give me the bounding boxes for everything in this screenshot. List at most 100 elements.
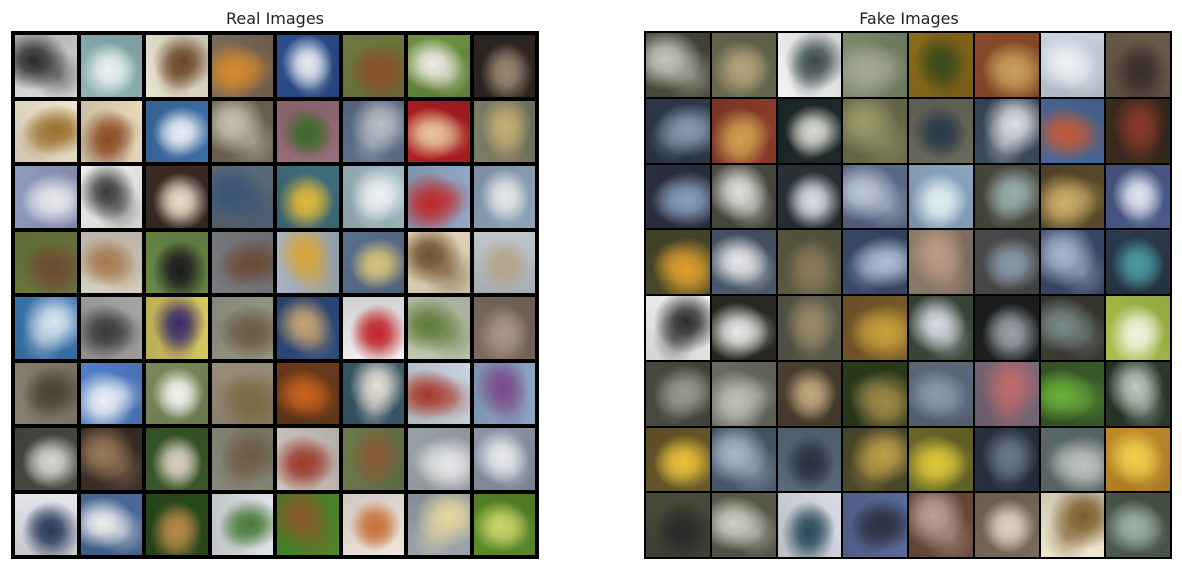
real-image-tile <box>342 493 404 555</box>
real-image-tile <box>15 100 77 162</box>
fake-image-tile <box>843 361 907 426</box>
fake-image-tile <box>777 493 842 557</box>
real-image-tile <box>277 362 339 424</box>
real-image-tile <box>473 362 535 424</box>
fake-image-tile <box>843 33 907 97</box>
real-image-tile <box>211 297 273 359</box>
fake-image-tile <box>646 296 710 360</box>
real-image-tile <box>146 362 208 424</box>
real-image-tile <box>80 428 142 490</box>
fake-image-tile <box>646 493 710 557</box>
fake-image-tile <box>646 427 710 492</box>
fake-image-tile <box>777 296 842 360</box>
real-image-tile <box>473 100 535 162</box>
real-image-tile <box>342 231 404 293</box>
real-image-tile <box>408 231 470 293</box>
real-image-tile <box>211 166 273 228</box>
fake-image-tile <box>974 98 1039 163</box>
fake-image-tile <box>974 361 1039 426</box>
real-image-tile <box>211 35 273 97</box>
real-image-tile <box>408 428 470 490</box>
real-image-tile <box>15 166 77 228</box>
real-image-tile <box>277 297 339 359</box>
fake-image-tile <box>1040 164 1105 229</box>
fake-image-tile <box>711 230 776 294</box>
real-images-grid <box>11 31 539 559</box>
real-image-tile <box>342 166 404 228</box>
fake-image-tile <box>909 230 973 294</box>
real-image-tile <box>146 297 208 359</box>
fake-images-title: Fake Images <box>859 9 959 28</box>
fake-image-tile <box>909 33 973 97</box>
real-image-tile <box>80 100 142 162</box>
fake-image-tile <box>974 33 1039 97</box>
real-image-tile <box>408 362 470 424</box>
fake-image-tile <box>1106 33 1170 97</box>
fake-image-tile <box>843 98 907 163</box>
real-image-tile <box>15 428 77 490</box>
real-images-title: Real Images <box>225 9 325 28</box>
fake-image-tile <box>777 33 842 97</box>
fake-image-tile <box>1040 33 1105 97</box>
real-image-tile <box>277 100 339 162</box>
real-image-tile <box>277 493 339 555</box>
real-image-tile <box>342 297 404 359</box>
fake-image-tile <box>1106 98 1170 163</box>
real-image-tile <box>15 493 77 555</box>
real-image-tile <box>473 428 535 490</box>
fake-image-tile <box>974 296 1039 360</box>
fake-image-tile <box>711 164 776 229</box>
fake-image-tile <box>1106 361 1170 426</box>
real-image-tile <box>146 493 208 555</box>
real-image-tile <box>15 231 77 293</box>
real-image-tile <box>473 166 535 228</box>
fake-image-tile <box>777 230 842 294</box>
fake-image-tile <box>711 361 776 426</box>
fake-image-tile <box>711 427 776 492</box>
real-image-tile <box>146 166 208 228</box>
fake-image-tile <box>974 164 1039 229</box>
fake-image-tile <box>843 493 907 557</box>
real-image-tile <box>80 231 142 293</box>
fake-image-tile <box>711 296 776 360</box>
fake-image-tile <box>974 230 1039 294</box>
real-image-tile <box>211 428 273 490</box>
fake-image-tile <box>711 98 776 163</box>
fake-image-tile <box>1040 296 1105 360</box>
fake-image-tile <box>1040 230 1105 294</box>
real-image-tile <box>408 100 470 162</box>
fake-image-tile <box>974 427 1039 492</box>
real-image-tile <box>473 493 535 555</box>
real-image-tile <box>408 493 470 555</box>
fake-image-tile <box>843 230 907 294</box>
real-image-tile <box>146 231 208 293</box>
fake-image-tile <box>843 296 907 360</box>
real-image-tile <box>211 493 273 555</box>
real-image-tile <box>277 35 339 97</box>
fake-image-tile <box>711 493 776 557</box>
fake-images-grid <box>644 31 1172 559</box>
real-image-tile <box>15 297 77 359</box>
real-image-tile <box>80 297 142 359</box>
real-image-tile <box>80 166 142 228</box>
fake-image-tile <box>646 98 710 163</box>
fake-image-tile <box>646 361 710 426</box>
real-image-tile <box>342 35 404 97</box>
fake-image-tile <box>1040 98 1105 163</box>
fake-image-tile <box>646 33 710 97</box>
fake-image-tile <box>1106 164 1170 229</box>
fake-image-tile <box>1106 296 1170 360</box>
real-image-tile <box>80 493 142 555</box>
real-image-tile <box>277 166 339 228</box>
real-image-tile <box>473 297 535 359</box>
real-image-tile <box>80 35 142 97</box>
fake-image-tile <box>909 164 973 229</box>
real-image-tile <box>211 231 273 293</box>
fake-image-tile <box>777 361 842 426</box>
fake-image-tile <box>646 230 710 294</box>
real-image-tile <box>15 35 77 97</box>
real-image-tile <box>15 362 77 424</box>
real-image-tile <box>146 35 208 97</box>
real-image-tile <box>342 362 404 424</box>
real-image-tile <box>146 100 208 162</box>
